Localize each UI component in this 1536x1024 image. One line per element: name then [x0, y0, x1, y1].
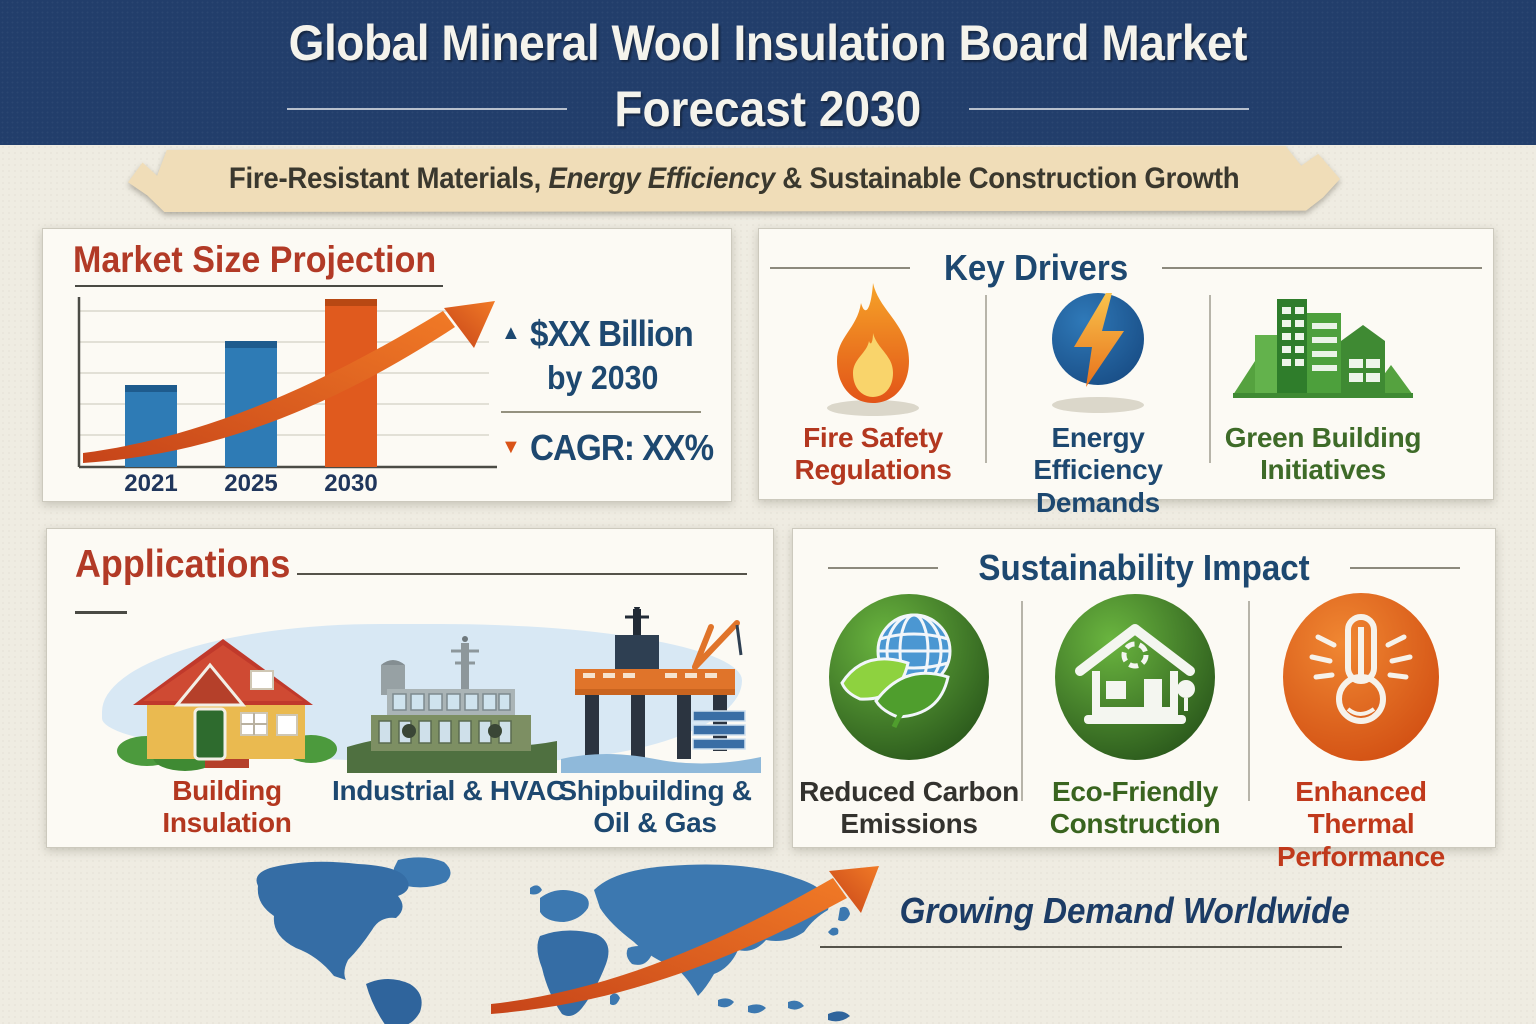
eco-house-icon	[1055, 594, 1215, 760]
page-title-row2: Forecast 2030	[0, 80, 1536, 138]
stat-market-value: ▲ $XX Billion	[501, 313, 694, 354]
house-icon	[117, 639, 337, 771]
column-divider	[1248, 601, 1250, 801]
market-size-panel: Market Size Projection	[42, 228, 732, 502]
impact-label: Reduced Carbon Emissions	[799, 776, 1019, 840]
green-buildings-icon	[1233, 299, 1413, 398]
flame-icon	[827, 283, 919, 416]
driver-green-building: Green Building Initiatives	[1211, 277, 1435, 487]
key-drivers-title-row: Key Drivers	[759, 247, 1493, 289]
page-title: Global Mineral Wool Insulation Board Mar…	[288, 15, 1248, 71]
sustainability-panel: Sustainability Impact	[792, 528, 1496, 872]
stat-cagr: ▼ CAGR: XX%	[501, 427, 714, 468]
down-triangle-icon: ▼	[501, 436, 521, 458]
growth-arrow-icon	[491, 866, 879, 1014]
title-short-underline	[75, 611, 127, 614]
footer-underline	[820, 946, 1342, 948]
year-label-2021: 2021	[124, 470, 177, 496]
driver-label: Energy Efficiency Demands	[1033, 422, 1163, 518]
driver-label: Green Building Initiatives	[1224, 422, 1422, 486]
decor-line	[1162, 267, 1483, 269]
stats-divider	[501, 411, 701, 413]
page-subtitle-year: Forecast 2030	[614, 81, 922, 137]
impact-eco-friendly: Eco-Friendly Construction	[1022, 591, 1248, 841]
key-drivers-panel: Key Drivers Fire Safety Regulations	[758, 228, 1494, 518]
key-drivers-title: Key Drivers	[943, 247, 1129, 288]
subtitle-banner: Fire-Resistant Materials, Energy Efficie…	[128, 146, 1340, 212]
decor-line	[297, 573, 747, 575]
column-divider	[1021, 601, 1023, 801]
market-size-title: Market Size Projection	[73, 239, 437, 280]
impact-thermal: Enhanced Thermal Performance	[1249, 591, 1473, 873]
stat-market-period: by 2030	[547, 359, 659, 396]
decor-line	[827, 567, 938, 569]
title-decor-line-left	[287, 108, 568, 110]
subtitle-text: Fire-Resistant Materials, Energy Efficie…	[228, 162, 1240, 195]
decor-line	[1350, 567, 1461, 569]
applications-panel: Applications	[46, 528, 774, 848]
driver-label: Fire Safety Regulations	[794, 422, 952, 486]
driver-energy-efficiency: Energy Efficiency Demands	[986, 277, 1210, 519]
factory-icon	[347, 636, 557, 773]
oil-rig-icon	[561, 607, 761, 773]
application-label: Building Insulation	[162, 775, 292, 839]
driver-fire-safety: Fire Safety Regulations	[761, 277, 985, 487]
decor-line	[769, 267, 910, 269]
title-decor-line-right	[968, 108, 1249, 110]
impact-label: Eco-Friendly Construction	[1049, 776, 1221, 840]
year-label-2030: 2030	[324, 470, 377, 496]
column-divider	[985, 295, 987, 463]
year-label-2025: 2025	[224, 470, 277, 496]
applications-title: Applications	[75, 543, 291, 586]
globe-leaves-icon	[829, 594, 989, 760]
impact-label: Enhanced Thermal Performance	[1277, 776, 1445, 872]
footer-caption: Growing Demand Worldwide	[899, 890, 1350, 931]
lightning-bolt-icon	[1052, 293, 1144, 413]
market-size-bar-chart: 2021 2025 2030	[77, 297, 497, 496]
sustainability-title-row: Sustainability Impact	[793, 547, 1495, 589]
market-size-title-underline	[75, 285, 443, 287]
growth-arrow-icon	[83, 301, 495, 463]
application-label: Industrial & HVAC	[332, 775, 566, 806]
thermometer-icon	[1283, 593, 1439, 761]
column-divider	[1209, 295, 1211, 463]
sustainability-title: Sustainability Impact	[978, 547, 1310, 588]
header-band: Global Mineral Wool Insulation Board Mar…	[0, 0, 1536, 145]
market-size-stats: ▲ $XX Billion by 2030 ▼ CAGR: XX%	[501, 313, 716, 469]
application-label: Shipbuilding & Oil & Gas	[558, 775, 752, 839]
up-triangle-icon: ▲	[501, 322, 521, 344]
impact-reduced-carbon: Reduced Carbon Emissions	[797, 591, 1021, 841]
